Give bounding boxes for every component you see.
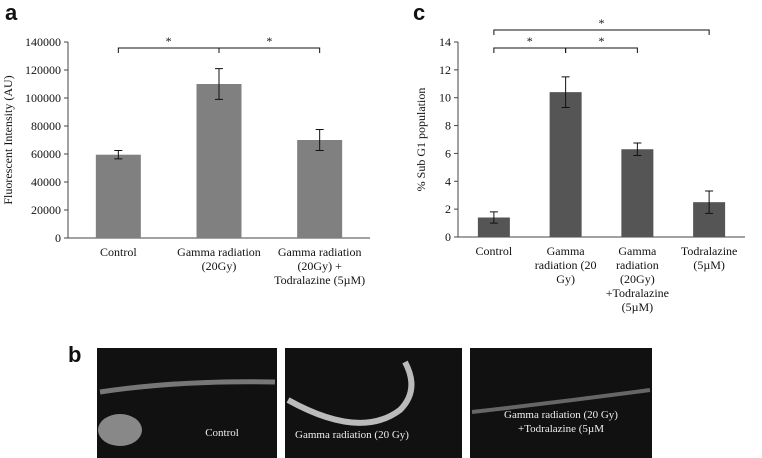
x-tick-label: Control	[100, 245, 137, 259]
bar	[95, 154, 141, 238]
y-axis-label: Fluorescent Intensity (AU)	[1, 75, 15, 204]
error-bar	[489, 211, 498, 224]
y-tick-label: 60000	[31, 147, 61, 161]
y-tick-label: 0	[55, 231, 61, 245]
y-axis-label: % Sub G1 population	[414, 88, 428, 192]
y-tick-label: 0	[445, 230, 451, 244]
y-tick-label: 2	[445, 202, 451, 216]
image-gamma	[285, 348, 462, 458]
error-bar	[705, 190, 714, 214]
x-tick-label: Gamma radiation (20Gy) + Todralazine (5µM)	[274, 245, 365, 287]
panel-label: a	[5, 0, 18, 25]
significance-bracket	[493, 47, 567, 53]
x-tick-label: Gamma radiation (20Gy) +Todralazine (5µM)	[606, 244, 669, 314]
y-tick-label: 100000	[25, 91, 61, 105]
images: b	[68, 342, 652, 458]
y-tick-label: 20000	[31, 203, 61, 217]
significance-bracket	[218, 47, 321, 53]
y-tick-label: 120000	[25, 63, 61, 77]
y-tick-label: 6	[445, 146, 451, 160]
significance-label: *	[599, 16, 605, 30]
fish	[98, 414, 142, 446]
fish	[99, 379, 276, 395]
bar	[621, 149, 654, 237]
significance-bracket	[117, 47, 220, 53]
y-tick-label: 80000	[31, 119, 61, 133]
significance-bracket	[565, 47, 638, 53]
significance-label: *	[599, 34, 605, 48]
image-caption: Gamma radiation (20 Gy)	[295, 429, 409, 441]
significance-label: *	[166, 34, 172, 48]
x-tick-label: Control	[476, 244, 513, 258]
bar	[549, 92, 582, 238]
bar	[196, 84, 242, 238]
fish	[471, 388, 651, 414]
significance-bracket	[493, 29, 710, 35]
y-tick-label: 40000	[31, 175, 61, 189]
significance-label: *	[266, 34, 272, 48]
error-bar	[561, 76, 570, 108]
significance-label: *	[527, 34, 533, 48]
x-tick-label: Gamma radiation (20Gy)	[177, 245, 261, 273]
y-tick-label: 8	[445, 119, 451, 133]
error-bar	[633, 142, 642, 157]
y-tick-label: 4	[445, 174, 451, 188]
y-tick-label: 12	[439, 63, 451, 77]
image-caption: Gamma radiation (20 Gy) +Todralazine (5µM	[504, 409, 618, 435]
panel-label: c	[413, 0, 425, 25]
error-bar	[114, 150, 123, 160]
image-caption: Control	[205, 427, 239, 439]
x-tick-label: Todralazine (5µM)	[681, 244, 737, 272]
y-tick-label: 14	[439, 35, 451, 49]
x-tick-label: Gamma radiation (20 Gy)	[535, 244, 597, 286]
error-bar	[215, 68, 223, 100]
y-tick-label: 10	[439, 91, 451, 105]
fish	[286, 360, 415, 426]
panel-label: b	[68, 342, 81, 367]
bar	[297, 140, 343, 238]
y-tick-label: 140000	[25, 35, 61, 49]
error-bar	[315, 129, 324, 151]
bar	[477, 217, 510, 237]
